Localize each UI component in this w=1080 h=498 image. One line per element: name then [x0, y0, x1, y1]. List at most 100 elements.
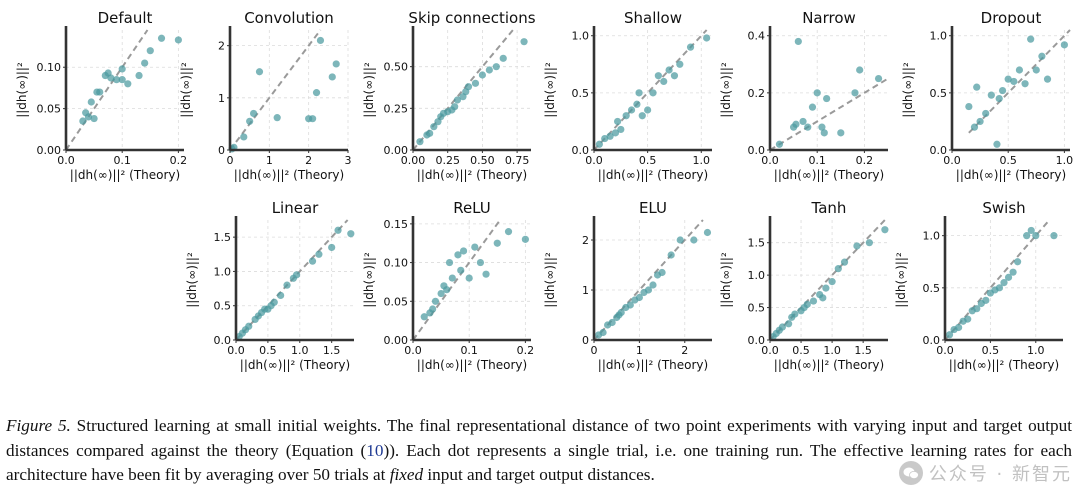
data-point [809, 297, 818, 305]
data-point [255, 68, 264, 76]
caption-emphasis: fixed [389, 465, 424, 484]
data-point [471, 79, 480, 87]
x-tick-label: 3 [345, 154, 352, 167]
data-point [649, 89, 657, 97]
data-point [1010, 77, 1018, 86]
scatter-panel: 0.00 0.25 0.50 0.75 0.00 0.25 0.50 Skip connect… [362, 9, 536, 182]
data-point [308, 257, 317, 265]
x-tick-label: 0.75 [505, 154, 530, 167]
watermark: 公众号 · 新智元 [898, 460, 1072, 486]
data-point [606, 132, 614, 140]
scatter-panel: 0.0 0.5 1.0 0.0 0.5 1.0 Dropout ||dh(∞)||² (The… [901, 9, 1073, 182]
data-point [840, 258, 849, 266]
data-point [627, 106, 636, 114]
data-point [464, 83, 473, 91]
x-tick-label: 2 [681, 344, 688, 357]
y-axis-label: ||dh(∞)||² [901, 62, 915, 118]
x-tick-label: 0.5 [999, 154, 1017, 167]
caption-text-3: input and target output distances. [423, 465, 655, 484]
y-tick-label: 0.05 [37, 103, 62, 116]
data-point [622, 112, 630, 120]
x-tick-label: 0.5 [639, 154, 657, 167]
data-point [670, 72, 679, 80]
y-tick-label: 0.0 [748, 144, 766, 157]
data-point [703, 228, 712, 237]
x-axis-label: ||dh(∞)||² (Theory) [774, 358, 884, 372]
data-point [246, 117, 254, 125]
reference-line [412, 29, 514, 151]
data-point [976, 117, 984, 126]
reference-line [593, 29, 708, 151]
data-point [649, 281, 657, 289]
x-tick-label: 1.0 [1027, 344, 1045, 357]
data-point [1043, 75, 1052, 83]
data-point [644, 106, 652, 114]
x-axis-label: ||dh(∞)||² (Theory) [70, 168, 180, 182]
data-point [865, 239, 873, 247]
reference-line [412, 219, 501, 341]
y-tick-label: 0.5 [923, 282, 941, 295]
y-tick-label: 1.0 [923, 230, 941, 243]
data-point [1027, 35, 1035, 43]
data-point [690, 236, 698, 244]
data-point [493, 239, 501, 247]
reference-line [944, 219, 1051, 341]
data-point [778, 323, 787, 331]
scatter-panel: 0 1 2 3 0 1 2 Convolution ||dh(∞)||² (Theory) ||d… [179, 9, 352, 182]
data-point [982, 109, 990, 118]
data-point [822, 284, 830, 292]
data-point [818, 123, 826, 131]
data-point [614, 117, 622, 126]
x-tick-label: 0.0 [761, 154, 779, 167]
reference-line [769, 219, 886, 341]
data-point [328, 73, 336, 81]
data-point [520, 38, 528, 46]
x-tick-label: 0.5 [259, 344, 277, 357]
data-point [982, 296, 990, 304]
data-point [1032, 232, 1040, 240]
data-point [471, 243, 479, 251]
data-point [965, 102, 973, 111]
y-axis-label: ||dh(∞)||² [543, 252, 557, 308]
data-point [437, 289, 445, 298]
x-tick-label: 0.1 [808, 154, 826, 167]
y-tick-label: 0.0 [748, 334, 766, 347]
data-point [654, 72, 662, 80]
data-point [808, 103, 817, 111]
y-tick-label: 1.0 [214, 265, 232, 278]
data-point [856, 66, 864, 74]
data-point [334, 226, 342, 234]
x-tick-label: 1.0 [693, 154, 711, 167]
y-tick-label: 0.0 [930, 144, 948, 157]
x-tick-label: 0.0 [585, 154, 603, 167]
scatter-panel: 0.0 0.1 0.2 0.0 0.2 0.4 Narrow ||dh(∞)||² (Theo… [719, 9, 889, 182]
equation-link[interactable]: 10 [366, 440, 384, 460]
data-point [292, 271, 301, 279]
data-point [633, 100, 641, 108]
y-tick-label: 0.10 [37, 61, 62, 74]
data-point [135, 71, 143, 80]
y-axis-label: ||dh(∞)||² [15, 62, 29, 118]
panel-title: Skip connections [408, 9, 535, 27]
data-point [820, 129, 828, 137]
data-point [964, 315, 972, 323]
data-point [813, 89, 821, 97]
data-point [599, 328, 607, 337]
data-point [608, 318, 616, 327]
x-axis-label: ||dh(∞)||² (Theory) [956, 168, 1066, 182]
data-point [430, 123, 438, 131]
data-point [804, 123, 812, 131]
data-point [1000, 279, 1008, 287]
x-axis-label: ||dh(∞)||² (Theory) [774, 168, 884, 182]
data-point [635, 89, 643, 97]
y-tick-label: 0.4 [748, 30, 766, 43]
y-tick-label: 0.0 [923, 334, 941, 347]
caption-label: Figure 5. [6, 416, 71, 435]
reference-line [593, 219, 704, 341]
panel-title: Linear [272, 199, 319, 217]
y-tick-label: 0.0 [572, 144, 590, 157]
x-axis-label: ||dh(∞)||² (Theory) [417, 168, 527, 182]
data-point [775, 140, 784, 148]
data-point [315, 250, 323, 258]
